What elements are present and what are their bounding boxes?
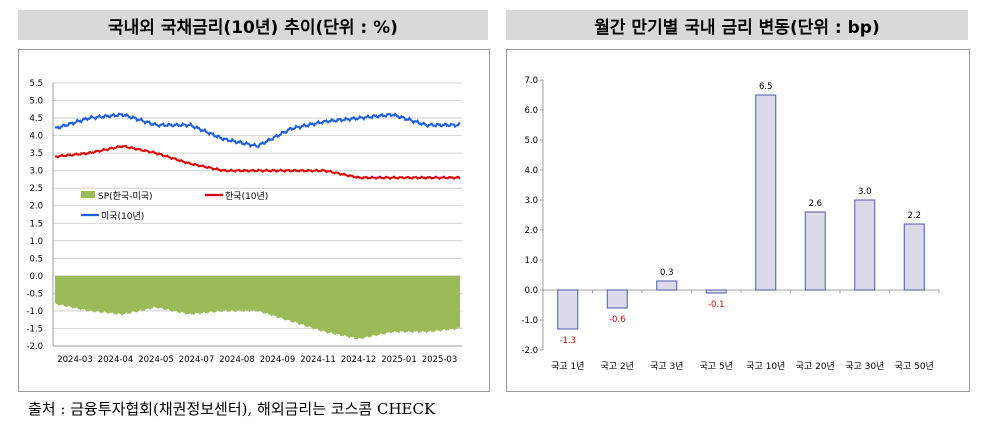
y-tick-label: 1.0 [524, 256, 538, 266]
us-10y-line [54, 112, 461, 149]
y-tick-label: -1.0 [521, 316, 538, 326]
x-tick-label: 2024-09 [260, 355, 296, 365]
x-tick-label: 2025-03 [422, 355, 458, 365]
right-chart-title: 월간 만기별 국내 금리 변동(단위 : bp) [506, 10, 968, 40]
y-tick-label: 3.0 [29, 167, 43, 177]
y-tick-label: 2.0 [524, 226, 538, 236]
bar-3 [656, 280, 678, 291]
left-chart-title: 국내외 국채금리(10년) 추이(단위 : %) [18, 10, 488, 40]
bar-2 [606, 289, 628, 309]
y-tick-label: 2.0 [29, 202, 43, 212]
y-tick-label: -1.5 [26, 324, 43, 334]
bar-7 [854, 199, 876, 291]
data-label: 6.5 [759, 82, 773, 92]
bar-4 [705, 289, 727, 294]
legend-sp-swatch [81, 191, 95, 198]
line-chart: 5.5 5.0 4.5 4.0 3.5 3.0 2.5 2.0 1.5 1.0 0.5 0.0 -0.5… [26, 79, 462, 365]
y-tick-label: 2.5 [29, 184, 43, 194]
category-label: 국고 10년 [746, 361, 785, 372]
data-label: -0.6 [609, 315, 626, 325]
bar-1 [557, 289, 579, 330]
bar-chart: 7.0 6.0 5.0 4.0 3.0 2.0 1.0 0.0 -1.0 -2.0 -1.3 국고 1… [521, 76, 940, 372]
category-label: 국고 50년 [895, 361, 934, 372]
data-label: -1.3 [559, 336, 576, 346]
x-tick-label: 2024-08 [219, 355, 255, 365]
category-label: 국고 3년 [650, 361, 683, 372]
y-tick-label: -2.0 [521, 346, 538, 356]
y-tick-label: 5.0 [29, 97, 43, 107]
bar-8 [903, 223, 925, 291]
category-label: 국고 2년 [601, 361, 634, 372]
category-label: 국고 30년 [845, 361, 884, 372]
korea-10y-line [54, 144, 461, 181]
x-tick-label: 2025-01 [381, 355, 417, 365]
category-label: 국고 20년 [796, 361, 835, 372]
category-label: 국고 1년 [551, 361, 584, 372]
y-tick-label: 0.0 [524, 286, 538, 296]
data-label: 2.6 [808, 199, 822, 209]
y-tick-label: 4.0 [524, 166, 538, 176]
x-tick-label: 2024-05 [138, 355, 174, 365]
data-label: 3.0 [858, 187, 872, 197]
legend-us-label: 미국(10년) [101, 211, 144, 222]
y-tick-label: 1.0 [29, 237, 43, 247]
x-tick-label: 2024-12 [341, 355, 377, 365]
bar-5 [755, 94, 777, 291]
y-tick-label: -1.0 [26, 307, 43, 317]
y-tick-label: 1.5 [29, 219, 43, 229]
y-tick-label: 3.0 [524, 196, 538, 206]
y-tick-label: 0.0 [29, 272, 43, 282]
y-tick-label: 6.0 [524, 106, 538, 116]
x-tick-label: 2024-11 [300, 355, 336, 365]
source-note: 출처 : 금융투자협회(채권정보센터), 해외금리는 코스콤 CHECK [28, 400, 436, 418]
y-tick-label: 3.5 [29, 149, 43, 159]
data-label: 2.2 [907, 211, 921, 221]
y-tick-label: 5.5 [29, 79, 43, 89]
y-tick-label: 4.0 [29, 132, 43, 142]
data-label: 0.3 [660, 268, 674, 278]
y-tick-label: 0.5 [29, 254, 43, 264]
y-tick-label: 4.5 [29, 114, 43, 124]
category-label: 국고 5년 [700, 361, 733, 372]
line-chart-panel: 5.5 5.0 4.5 4.0 3.5 3.0 2.5 2.0 1.5 1.0 0.5 0.0 -0.5… [18, 49, 490, 392]
legend-korea-label: 한국(10년) [225, 191, 268, 202]
y-tick-label: -2.0 [26, 342, 43, 352]
y-tick-label: 7.0 [524, 76, 538, 86]
x-tick-label: 2024-04 [98, 355, 134, 365]
data-label: -0.1 [708, 300, 725, 310]
x-tick-label: 2024-07 [179, 355, 215, 365]
sp-area-series [55, 275, 460, 340]
y-tick-label: 5.0 [524, 136, 538, 146]
x-tick-label: 2024-03 [57, 355, 93, 365]
bar-chart-panel: 7.0 6.0 5.0 4.0 3.0 2.0 1.0 0.0 -1.0 -2.0 -1.3 국고 1… [506, 49, 970, 392]
y-tick-label: -0.5 [26, 289, 43, 299]
bar-6 [804, 211, 826, 291]
legend-sp-label: SP(한국-미국) [98, 191, 153, 202]
